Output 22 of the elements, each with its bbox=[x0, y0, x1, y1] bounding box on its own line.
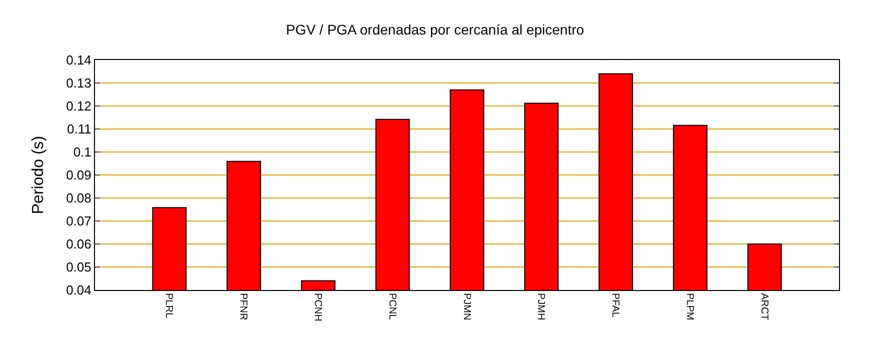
y-tick-label: 0.1 bbox=[73, 144, 92, 160]
x-tick-label: PJMN bbox=[460, 293, 472, 320]
x-tick-label: PJMH bbox=[535, 293, 546, 320]
y-tick-label: 0.11 bbox=[67, 122, 92, 137]
y-tick-label: 0.09 bbox=[66, 168, 92, 183]
y-tick-label: 0.12 bbox=[66, 98, 92, 114]
x-tick-label: PCNH bbox=[312, 293, 323, 322]
y-tick-label: 0.07 bbox=[66, 214, 92, 229]
y-tick-label: 0.05 bbox=[66, 260, 92, 275]
y-tick-label: 0.06 bbox=[66, 236, 92, 252]
x-tick-label: PFNR bbox=[238, 293, 249, 320]
y-tick-label: 0.14 bbox=[66, 52, 92, 68]
x-tick-label: PCNL bbox=[386, 293, 398, 320]
x-tick-label: PLRL bbox=[163, 293, 174, 318]
chart-title: PGV / PGA ordenadas por cercanía al epicentro bbox=[286, 21, 584, 38]
y-tick-label: 0.13 bbox=[66, 76, 92, 91]
x-tick-label: ARCT bbox=[758, 293, 770, 320]
y-tick-label: 0.04 bbox=[66, 282, 92, 298]
x-tick-label: PFAL bbox=[610, 293, 621, 318]
y-tick-label: 0.08 bbox=[66, 190, 92, 206]
y-axis-title: Periodo (s) bbox=[30, 136, 47, 214]
x-tick-label: PLPM bbox=[684, 293, 695, 320]
